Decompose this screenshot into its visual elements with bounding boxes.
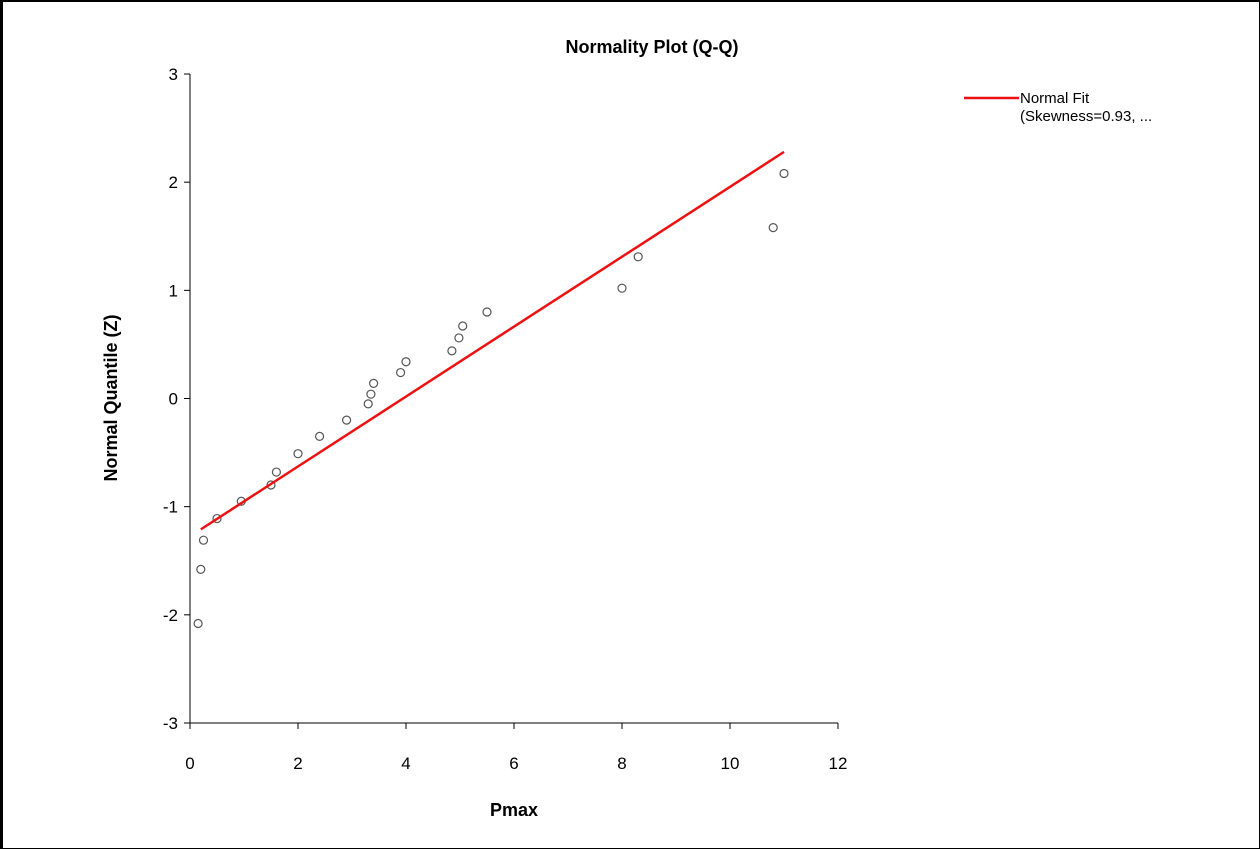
- legend: Normal Fit(Skewness=0.93, ...: [964, 90, 1152, 125]
- x-tick-label: 10: [721, 754, 740, 773]
- legend-label: (Skewness=0.93, ...: [1020, 108, 1152, 125]
- data-point: [363, 399, 373, 409]
- data-point: [454, 333, 464, 343]
- y-tick-label: -3: [163, 714, 178, 733]
- chart-title: Normality Plot (Q-Q): [565, 37, 738, 57]
- normal-fit-line: [200, 150, 785, 531]
- x-tick-label: 8: [617, 754, 626, 773]
- y-tick-label: 3: [169, 65, 178, 84]
- data-point: [198, 535, 209, 545]
- x-axis-label: Pmax: [490, 800, 538, 820]
- data-point: [366, 389, 376, 399]
- data-point: [342, 415, 352, 425]
- y-axis-label: Normal Quantile (Z): [101, 314, 121, 481]
- data-point: [447, 346, 457, 356]
- data-point: [396, 367, 406, 378]
- data-point: [633, 252, 643, 262]
- data-point: [768, 222, 778, 233]
- data-point: [458, 321, 468, 331]
- data-point: [482, 307, 492, 317]
- y-tick-label: 2: [169, 173, 178, 192]
- data-point: [369, 378, 379, 388]
- axes: [189, 74, 838, 724]
- x-tick-label: 4: [401, 754, 410, 773]
- y-tick-label: 1: [169, 281, 178, 300]
- data-point: [779, 168, 789, 179]
- x-tick-label: 2: [293, 754, 302, 773]
- x-tick-label: 6: [509, 754, 518, 773]
- y-tick-label: -2: [163, 606, 178, 625]
- data-point: [293, 449, 303, 459]
- data-point: [193, 618, 203, 629]
- data-point: [315, 431, 325, 441]
- x-tick-label: 12: [829, 754, 848, 773]
- y-tick-label: 0: [169, 390, 178, 409]
- data-marks: [193, 150, 789, 629]
- y-tick-label: -1: [163, 498, 178, 517]
- data-point: [401, 357, 411, 367]
- data-point: [617, 283, 627, 293]
- data-point: [271, 467, 281, 477]
- x-tick-label: 0: [185, 754, 194, 773]
- data-point: [196, 564, 206, 575]
- legend-label: Normal Fit: [1020, 90, 1090, 107]
